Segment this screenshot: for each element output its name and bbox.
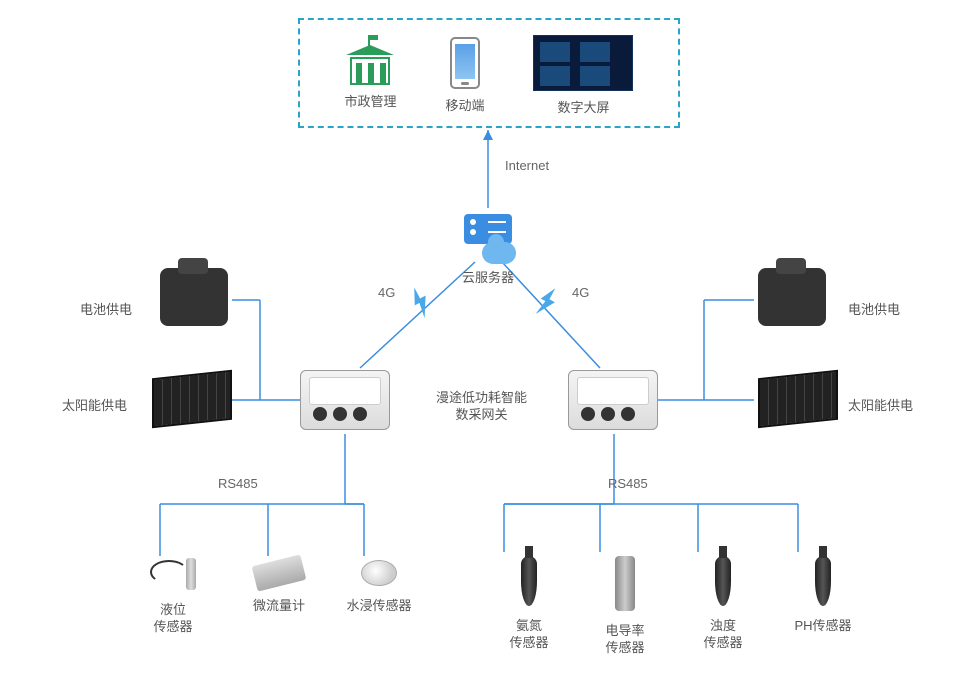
sensor-nh3: 氨氮 传感器	[494, 556, 564, 652]
sensor-turb-label: 浊度 传感器	[703, 618, 742, 652]
sensor-probe-icon	[715, 556, 731, 606]
client-gov-label: 市政管理	[344, 91, 396, 110]
sensor-water-label: 水浸传感器	[346, 598, 411, 615]
gateway-left	[300, 370, 390, 430]
cloud-server-icon	[460, 210, 516, 266]
phone-icon	[450, 37, 480, 89]
solar-left-label: 太阳能供电	[62, 398, 127, 415]
battery-left	[160, 268, 228, 326]
sensor-ph-label: PH传感器	[794, 618, 851, 635]
battery-icon	[160, 268, 228, 326]
sensor-cond: 电导率 传感器	[590, 556, 660, 657]
solar-right	[758, 374, 838, 424]
gateway-icon	[568, 370, 658, 430]
solar-icon	[152, 370, 232, 428]
sensor-cond-label: 电导率 传感器	[605, 623, 644, 657]
solar-left	[152, 374, 232, 424]
client-dashboard: 数字大屏	[533, 35, 633, 116]
client-mobile: 移动端	[445, 37, 484, 114]
cloud-clients-box: 市政管理 移动端 数字大屏	[298, 18, 680, 128]
edge-internet-label: Internet	[505, 158, 549, 173]
gateway-icon	[300, 370, 390, 430]
battery-right	[758, 268, 826, 326]
sensor-probe-icon	[521, 556, 537, 606]
sensor-level: 液位 传感器	[138, 560, 208, 636]
client-dashboard-label: 数字大屏	[557, 97, 609, 116]
sensor-probe-icon	[815, 556, 831, 606]
gateway-label: 漫途低功耗智能 数采网关	[436, 390, 527, 424]
edge-4g-right-label: 4G	[572, 285, 589, 300]
sensor-flow-label: 微流量计	[253, 598, 305, 615]
edge-rs485-left-label: RS485	[218, 476, 258, 491]
edge-rs485-right-label: RS485	[608, 476, 648, 491]
cloud-server-label: 云服务器	[462, 270, 514, 287]
sensor-flat-icon	[252, 554, 307, 591]
sensor-ph: PH传感器	[788, 556, 858, 635]
sensor-level-label: 液位 传感器	[153, 602, 192, 636]
client-mobile-label: 移动端	[445, 95, 484, 114]
sensor-water: 水浸传感器	[344, 560, 414, 615]
sensor-turb: 浊度 传感器	[688, 556, 758, 652]
sensor-nh3-label: 氨氮 传感器	[509, 618, 548, 652]
sensor-cyl-icon	[615, 556, 635, 611]
edge-4g-left-label: 4G	[378, 285, 395, 300]
battery-icon	[758, 268, 826, 326]
solar-right-label: 太阳能供电	[848, 398, 913, 415]
solar-icon	[758, 370, 838, 428]
bolt-right-icon	[532, 284, 563, 321]
gov-building-icon	[346, 41, 394, 85]
cloud-server-node: 云服务器	[460, 210, 516, 287]
client-gov: 市政管理	[344, 41, 396, 110]
sensor-flow: 微流量计	[244, 560, 314, 615]
gateway-right	[568, 370, 658, 430]
bolt-left-icon	[406, 284, 437, 321]
battery-right-label: 电池供电	[848, 302, 900, 319]
sensor-round-icon	[361, 560, 397, 586]
battery-left-label: 电池供电	[80, 302, 132, 319]
sensor-wire-icon	[150, 560, 196, 590]
dashboard-icon	[533, 35, 633, 91]
